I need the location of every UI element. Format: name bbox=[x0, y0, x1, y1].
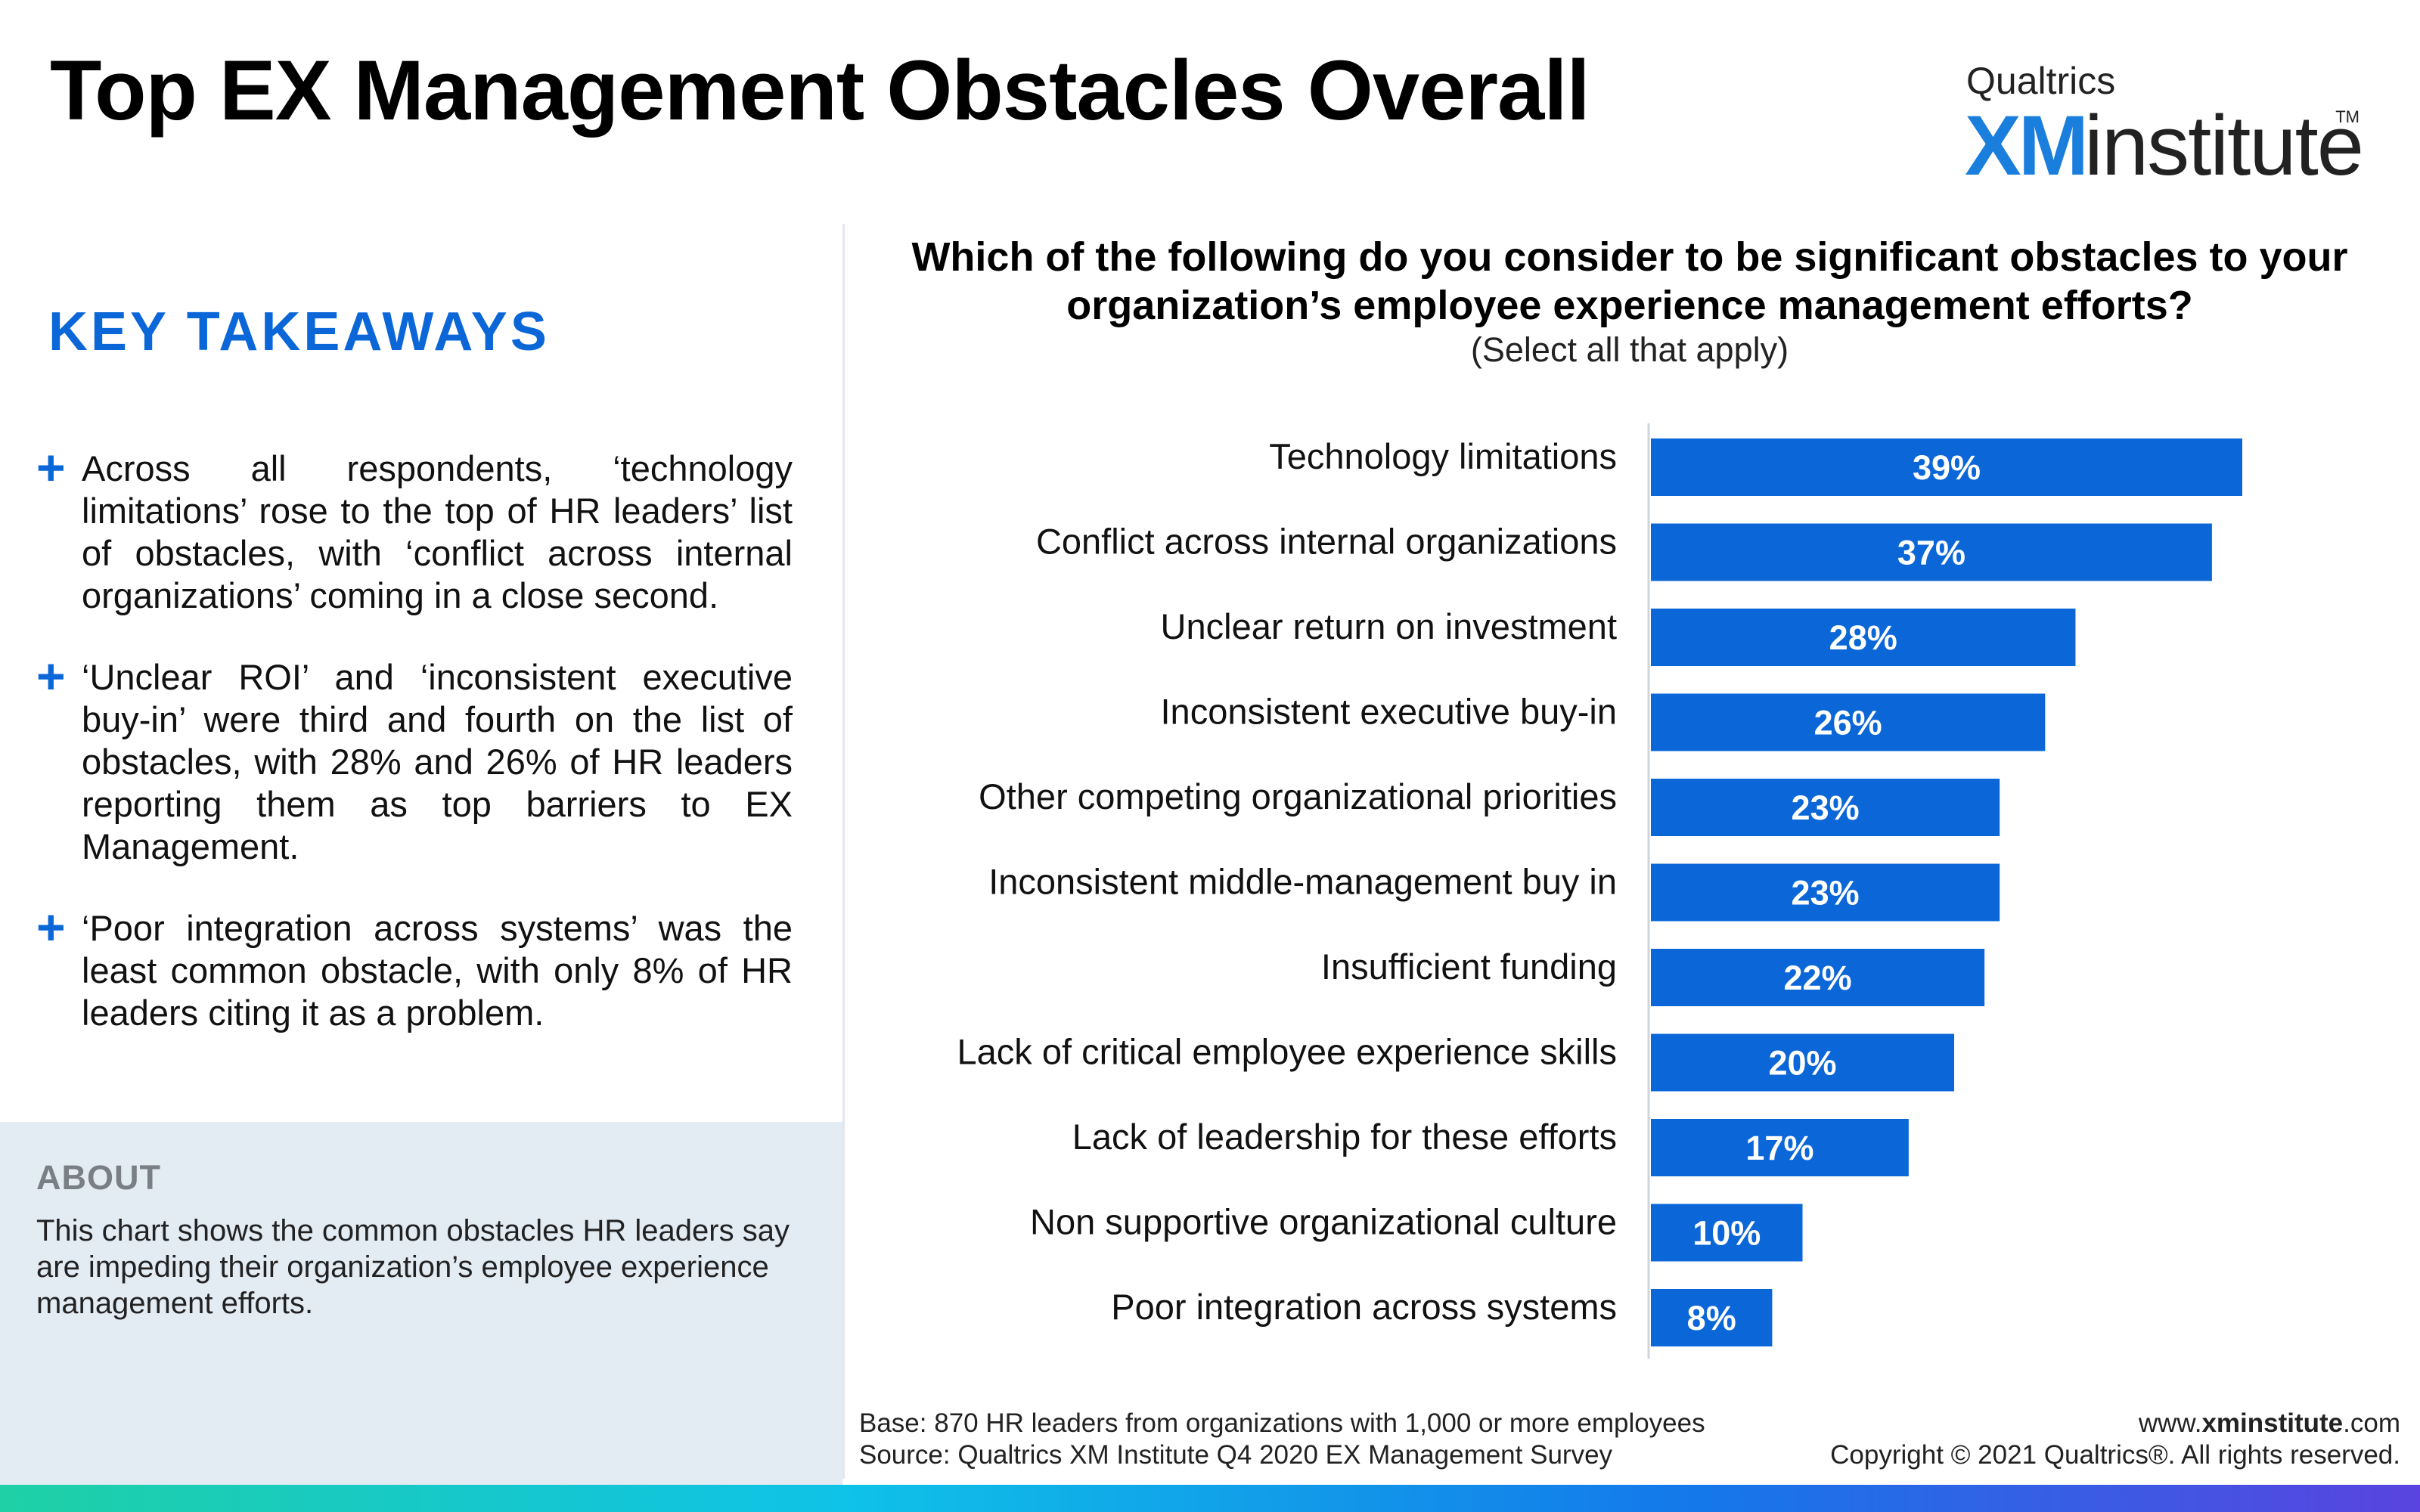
chart-data-label: 17% bbox=[1745, 1129, 1813, 1167]
plus-icon: + bbox=[36, 439, 66, 495]
footer-url[interactable]: www.xminstitute.com bbox=[1830, 1408, 2400, 1439]
copyright-text: Copyright © 2021 Qualtrics®. All rights … bbox=[1830, 1440, 2400, 1470]
chart-data-label: 22% bbox=[1784, 959, 1852, 997]
logo-qualtrics-text: Qualtrics bbox=[1966, 60, 2116, 102]
chart-category-label: Inconsistent middle-management buy in bbox=[988, 862, 1617, 902]
bottom-gradient-bar bbox=[0, 1485, 2420, 1512]
logo-institute-text: institute bbox=[2084, 98, 2364, 193]
page-title: Top EX Management Obstacles Overall bbox=[50, 43, 1590, 138]
takeaway-text: Across all respondents, ‘technology limi… bbox=[82, 448, 793, 615]
chart-bar bbox=[1651, 949, 1985, 1006]
chart-data-label: 23% bbox=[1792, 874, 1860, 912]
takeaway-item: + ‘Poor integration across systems’ was … bbox=[36, 899, 793, 1034]
chart-category-label: Unclear return on investment bbox=[1161, 606, 1617, 646]
obstacles-bar-chart: 39% Technology limitations 37% Conflict acr… bbox=[957, 423, 2242, 1359]
url-suffix: .com bbox=[2343, 1408, 2400, 1438]
chart-category-label: Lack of leadership for these efforts bbox=[1072, 1117, 1617, 1157]
chart-data-label: 37% bbox=[1897, 534, 1965, 572]
chart-data-label: 8% bbox=[1687, 1299, 1736, 1337]
takeaways-list: + Across all respondents, ‘technology li… bbox=[36, 439, 793, 1074]
takeaway-item: + ‘Unclear ROI’ and ‘inconsistent execut… bbox=[36, 648, 793, 868]
chart-data-label: 23% bbox=[1792, 789, 1860, 827]
footer-copyright: www.xminstitute.com Copyright © 2021 Qua… bbox=[1830, 1408, 2400, 1471]
chart-bar bbox=[1651, 1204, 1803, 1262]
about-text: This chart shows the common obstacles HR… bbox=[36, 1214, 790, 1320]
chart-category-label: Lack of critical employee experience ski… bbox=[957, 1032, 1617, 1072]
chart-bar bbox=[1651, 1033, 1955, 1092]
logo-trademark: TM bbox=[2335, 107, 2360, 126]
plus-icon: + bbox=[36, 648, 66, 704]
chart-category-label: Other competing organizational prioritie… bbox=[979, 776, 1617, 816]
footer-base-text: Base: 870 HR leaders from organizations … bbox=[859, 1408, 1705, 1438]
chart-bar bbox=[1651, 693, 2046, 751]
chart-category-label: Technology limitations bbox=[1269, 436, 1617, 476]
chart-category-label: Poor integration across systems bbox=[1111, 1287, 1617, 1327]
chart-category-label: Inconsistent executive buy-in bbox=[1161, 692, 1618, 732]
chart-bar bbox=[1651, 1119, 1909, 1176]
logo-xm-text: XM bbox=[1965, 98, 2089, 193]
chart-bar bbox=[1651, 609, 2076, 666]
qualtrics-xm-institute-logo: Qualtrics XM institute TM bbox=[1936, 59, 2364, 193]
about-heading: ABOUT bbox=[36, 1158, 161, 1197]
takeaway-text: ‘Unclear ROI’ and ‘inconsistent executiv… bbox=[82, 657, 793, 866]
url-prefix: www. bbox=[2138, 1408, 2202, 1438]
chart-data-label: 26% bbox=[1814, 704, 1882, 742]
chart-data-label: 28% bbox=[1829, 618, 1897, 657]
chart-bar bbox=[1651, 863, 2000, 922]
takeaway-item: + Across all respondents, ‘technology li… bbox=[36, 439, 793, 617]
footer-source: Base: 870 HR leaders from organizations … bbox=[859, 1408, 1705, 1471]
key-takeaways-heading: KEY TAKEAWAYS bbox=[48, 302, 550, 362]
url-domain: xminstitute bbox=[2201, 1408, 2344, 1438]
about-panel: ABOUT This chart shows the common obstac… bbox=[0, 1122, 842, 1485]
chart-category-label: Insufficient funding bbox=[1321, 947, 1617, 987]
chart-category-label: Non supportive organizational culture bbox=[1030, 1202, 1617, 1242]
chart-bar bbox=[1651, 438, 2242, 496]
survey-question: Which of the following do you consider t… bbox=[911, 234, 2348, 328]
chart-data-label: 10% bbox=[1692, 1214, 1761, 1253]
footer-source-text: Source: Qualtrics XM Institute Q4 2020 E… bbox=[859, 1440, 1613, 1470]
survey-question-note: (Select all that apply) bbox=[1470, 330, 1789, 369]
chart-data-label: 20% bbox=[1768, 1044, 1836, 1083]
chart-bar bbox=[1651, 523, 2212, 581]
chart-bar bbox=[1651, 1289, 1773, 1346]
column-divider bbox=[842, 224, 845, 1479]
plus-icon: + bbox=[36, 899, 66, 955]
takeaway-text: ‘Poor integration across systems’ was th… bbox=[82, 908, 793, 1033]
chart-category-label: Conflict across internal organizations bbox=[1036, 522, 1617, 562]
chart-data-label: 39% bbox=[1913, 448, 1981, 487]
chart-bar bbox=[1651, 779, 2000, 836]
